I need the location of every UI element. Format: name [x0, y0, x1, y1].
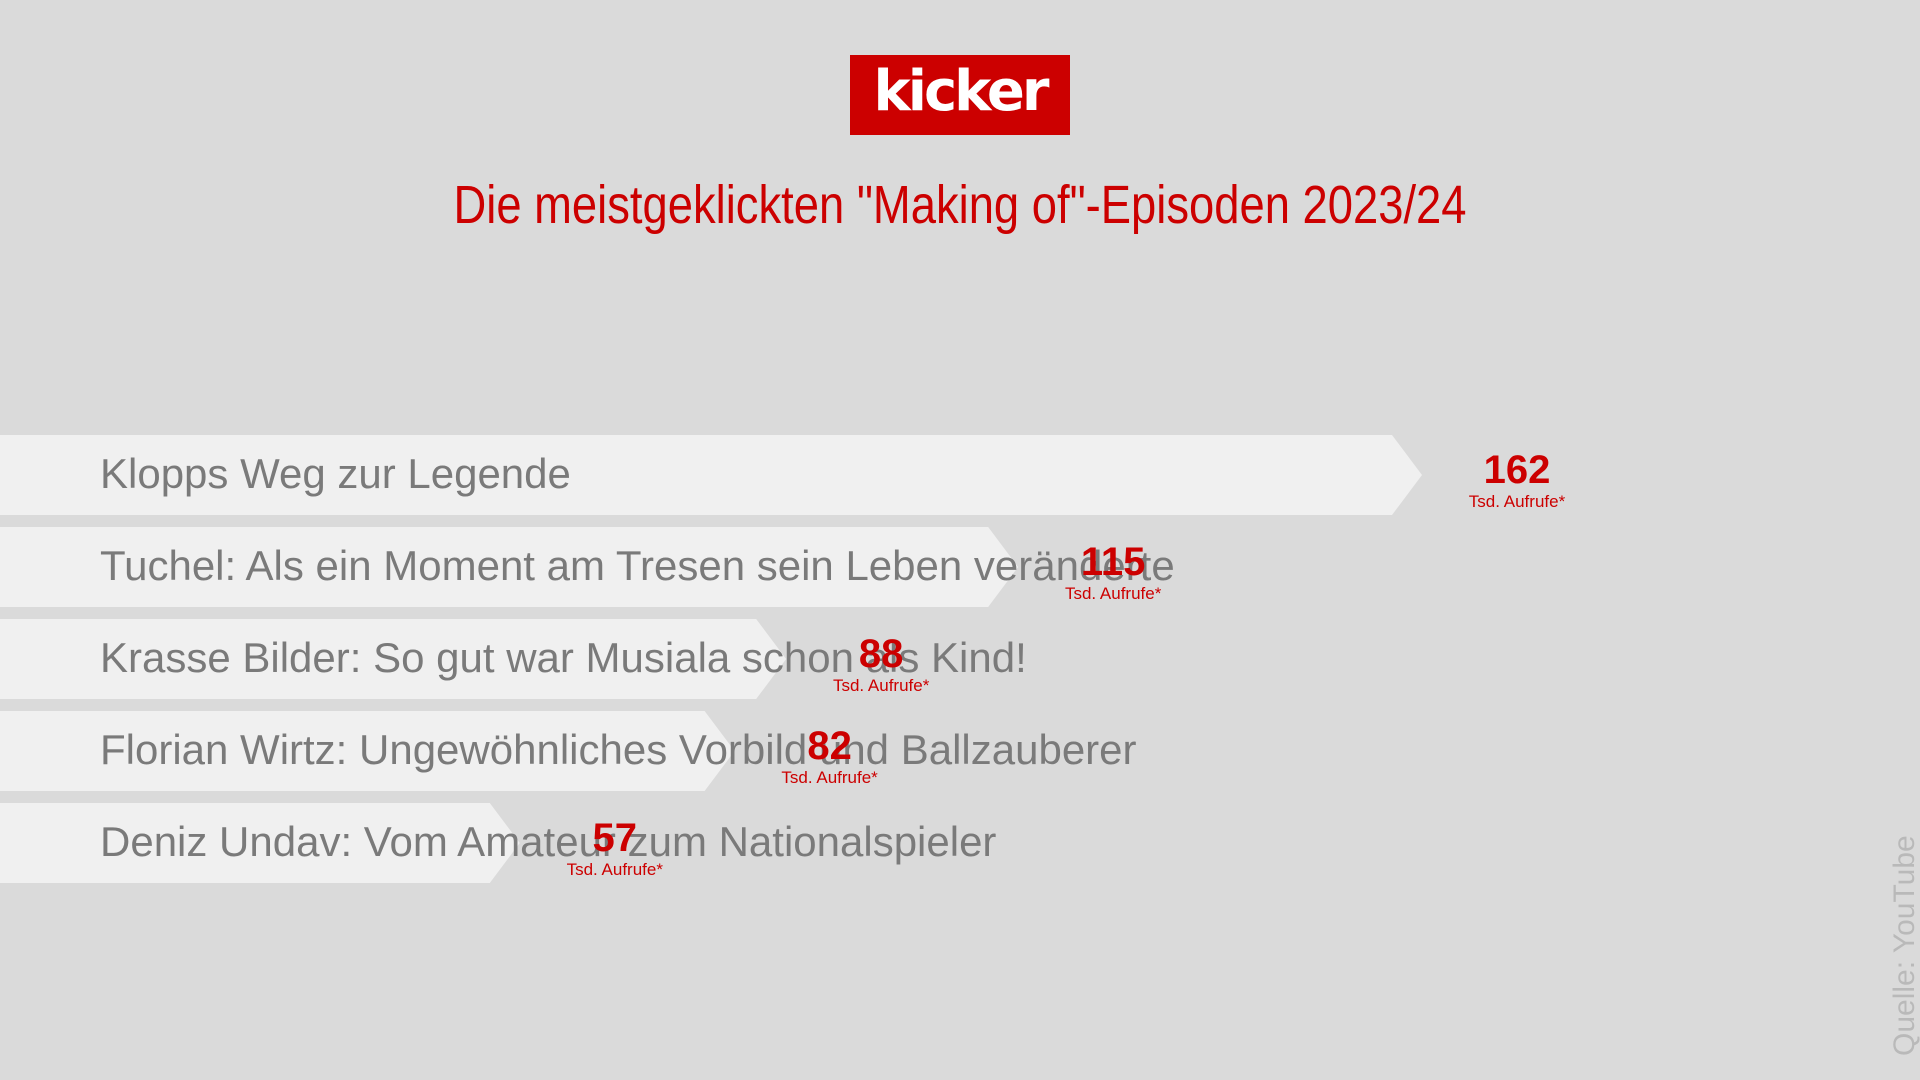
bar-row: Deniz Undav: Vom Amateur zum Nationalspi…: [0, 803, 996, 883]
bar-row: Tuchel: Als ein Moment am Tresen sein Le…: [0, 527, 1175, 607]
bar-row: Krasse Bilder: So gut war Musiala schon …: [0, 619, 1027, 699]
source-note: Quelle: YouTube: [1888, 835, 1920, 1056]
bar-unit-label: Tsd. Aufrufe*: [833, 676, 930, 695]
bar: [0, 527, 1019, 607]
bar-value-label: 88: [859, 632, 904, 676]
bar-unit-label: Tsd. Aufrufe*: [781, 768, 878, 787]
bar-category-label: Krasse Bilder: So gut war Musiala schon …: [100, 634, 1027, 681]
bar: [0, 803, 520, 883]
bar-value-label: 162: [1484, 448, 1551, 492]
bar-category-label: Klopps Weg zur Legende: [100, 450, 571, 497]
chart-title: Die meistgeklickten "Making of"-Episoden…: [453, 175, 1467, 235]
logo-text: kicker: [873, 59, 1050, 124]
bar-value-label: 82: [807, 724, 852, 768]
bar-value-label: 115: [1081, 540, 1146, 584]
bar-unit-label: Tsd. Aufrufe*: [1065, 584, 1162, 603]
bar-category-label: Tuchel: Als ein Moment am Tresen sein Le…: [100, 542, 1175, 589]
bar-category-label: Florian Wirtz: Ungewöhnliches Vorbild un…: [100, 726, 1137, 773]
bar: [0, 711, 735, 791]
bar: [0, 619, 787, 699]
bar-unit-label: Tsd. Aufrufe*: [567, 860, 664, 879]
bar-category-label: Deniz Undav: Vom Amateur zum Nationalspi…: [100, 818, 996, 865]
bar-row: Florian Wirtz: Ungewöhnliches Vorbild un…: [0, 711, 1137, 791]
bar: [0, 435, 1422, 515]
bar-unit-label: Tsd. Aufrufe*: [1469, 492, 1566, 511]
bar-value-label: 57: [593, 816, 638, 860]
kicker-logo: kicker: [850, 55, 1070, 135]
